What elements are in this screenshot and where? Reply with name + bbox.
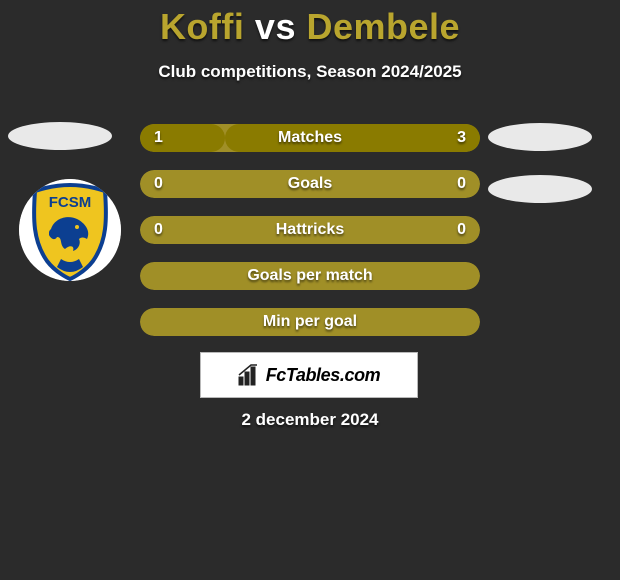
stat-value-left: 1 — [154, 124, 163, 152]
stat-value-left: 0 — [154, 216, 163, 244]
date-stamp: 2 december 2024 — [0, 410, 620, 430]
stat-value-left: 0 — [154, 170, 163, 198]
stat-label: Hattricks — [140, 216, 480, 244]
stat-row: Goals0 0 — [140, 170, 480, 198]
stat-value-right: 0 — [457, 170, 466, 198]
avatar-placeholder-right-bottom — [488, 175, 592, 203]
stat-label: Min per goal — [140, 308, 480, 336]
stat-row: Min per goal — [140, 308, 480, 336]
stat-row: Hattricks0 0 — [140, 216, 480, 244]
page-title: Koffi vs Dembele — [0, 0, 620, 48]
svg-text:FCSM: FCSM — [49, 194, 92, 211]
bar-chart-icon — [238, 364, 260, 386]
stat-label: Goals — [140, 170, 480, 198]
stat-label: Goals per match — [140, 262, 480, 290]
stat-label: Matches — [140, 124, 480, 152]
player-b-name: Dembele — [306, 6, 460, 47]
stat-value-right: 3 — [457, 124, 466, 152]
brand-attribution: FcTables.com — [200, 352, 418, 398]
avatar-placeholder-right-top — [488, 123, 592, 151]
vs-separator: vs — [255, 6, 296, 47]
subtitle: Club competitions, Season 2024/2025 — [0, 62, 620, 82]
stat-row: Goals per match — [140, 262, 480, 290]
stats-comparison: Matches13Goals00Hattricks00Goals per mat… — [140, 124, 480, 354]
brand-text: FcTables.com — [266, 365, 381, 386]
club-badge: FCSM — [19, 179, 121, 281]
stat-row: Matches1 3 — [140, 124, 480, 152]
stat-value-right: 0 — [457, 216, 466, 244]
player-a-name: Koffi — [160, 6, 244, 47]
club-badge-icon: FCSM — [19, 179, 121, 281]
avatar-placeholder-left — [8, 122, 112, 150]
